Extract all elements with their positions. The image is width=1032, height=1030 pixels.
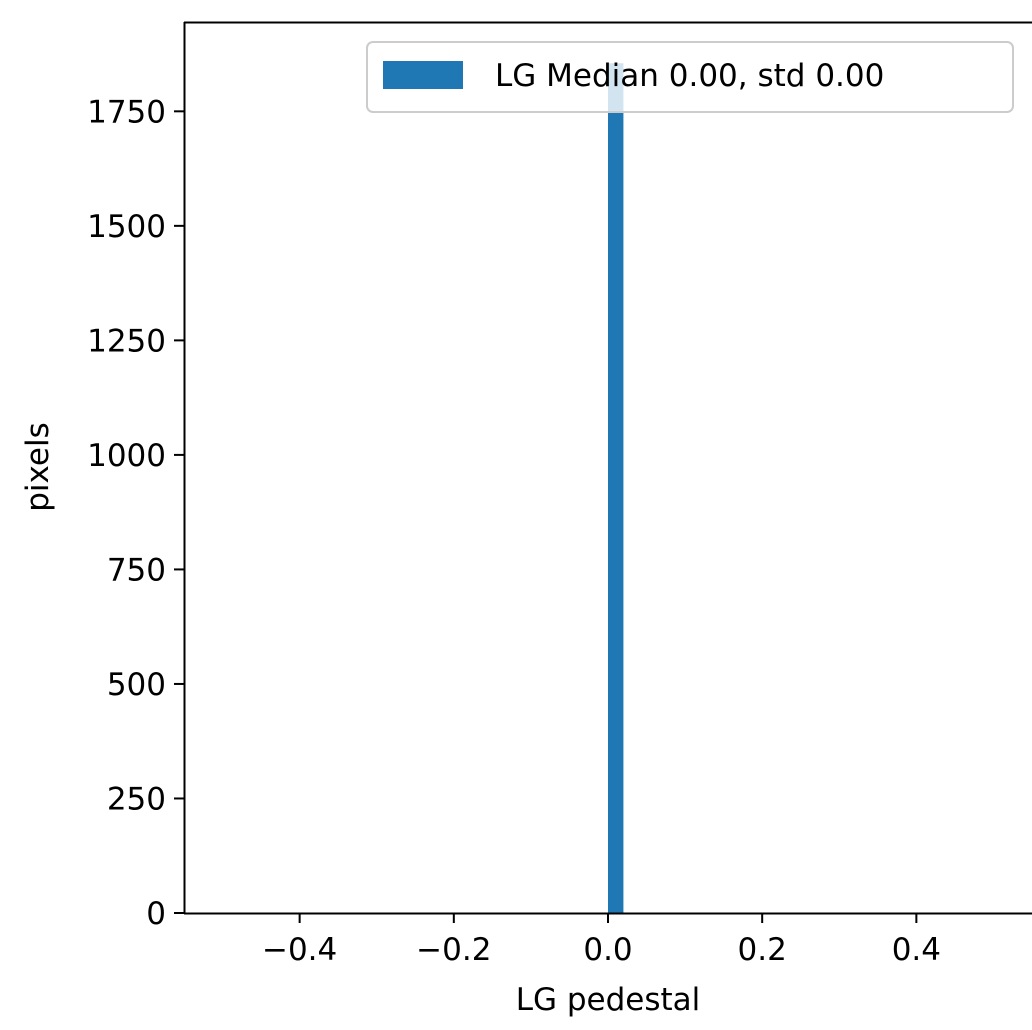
y-tick-label: 1500	[87, 209, 166, 245]
legend-entry-label: LG Median 0.00, std 0.00	[495, 58, 884, 94]
x-tick-label: 0.2	[738, 932, 787, 968]
x-axis-label: LG pedestal	[516, 982, 701, 1018]
y-tick-label: 1000	[87, 438, 166, 474]
legend-frame	[366, 41, 1014, 113]
x-ticks: −0.4 −0.2 0.0 0.2 0.4	[262, 913, 941, 968]
y-tick-label: 500	[107, 667, 166, 703]
y-ticks: 0 250 500 750 1000 1250 1500 1750	[87, 94, 184, 932]
y-tick-label: 0	[146, 896, 166, 932]
legend-swatch	[383, 61, 463, 89]
y-tick-label: 250	[107, 781, 166, 817]
y-tick-label: 750	[107, 552, 166, 588]
y-axis-label: pixels	[20, 422, 56, 512]
x-tick-label: 0.0	[583, 932, 632, 968]
histogram-bar	[608, 63, 624, 914]
y-tick-label: 1750	[87, 94, 166, 130]
bars-layer	[608, 63, 624, 914]
x-tick-label: −0.4	[262, 932, 337, 968]
x-tick-label: 0.4	[892, 932, 941, 968]
legend: LG Median 0.00, std 0.00	[366, 41, 1014, 113]
x-tick-label: −0.2	[416, 932, 491, 968]
y-tick-label: 1250	[87, 323, 166, 359]
